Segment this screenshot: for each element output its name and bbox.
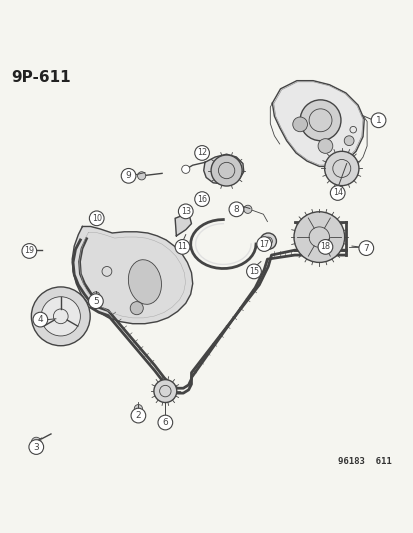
Circle shape — [24, 245, 34, 255]
Polygon shape — [272, 80, 363, 166]
Circle shape — [137, 172, 145, 180]
Circle shape — [29, 440, 43, 455]
Text: 96183  611: 96183 611 — [337, 457, 391, 466]
Text: 12: 12 — [197, 149, 206, 157]
Text: 3: 3 — [33, 442, 39, 451]
Circle shape — [299, 100, 340, 141]
Text: 2: 2 — [135, 411, 141, 420]
Circle shape — [121, 168, 135, 183]
Text: 14: 14 — [332, 189, 342, 198]
Circle shape — [246, 264, 261, 279]
Text: 16: 16 — [197, 195, 206, 204]
Circle shape — [31, 437, 41, 447]
Text: 19: 19 — [24, 246, 34, 255]
Circle shape — [181, 165, 190, 173]
Circle shape — [158, 415, 172, 430]
Circle shape — [31, 287, 90, 346]
Circle shape — [154, 379, 176, 402]
Circle shape — [88, 294, 103, 309]
Text: 9: 9 — [126, 171, 131, 180]
Circle shape — [343, 136, 353, 146]
Circle shape — [131, 408, 145, 423]
Circle shape — [198, 195, 205, 201]
Circle shape — [370, 113, 385, 127]
Text: 9P-611: 9P-611 — [11, 70, 70, 85]
Circle shape — [41, 297, 80, 336]
Circle shape — [194, 146, 209, 160]
Polygon shape — [203, 154, 243, 184]
Circle shape — [324, 151, 358, 185]
Circle shape — [228, 202, 243, 217]
Circle shape — [358, 241, 373, 255]
Circle shape — [330, 185, 344, 200]
Circle shape — [22, 244, 37, 259]
Circle shape — [175, 239, 190, 254]
Circle shape — [33, 312, 47, 327]
Text: 15: 15 — [248, 267, 259, 276]
Text: 10: 10 — [92, 214, 102, 223]
Text: 1: 1 — [375, 116, 380, 125]
Ellipse shape — [128, 260, 161, 304]
Text: 4: 4 — [38, 315, 43, 324]
Circle shape — [292, 117, 307, 132]
Circle shape — [317, 239, 332, 254]
Circle shape — [317, 139, 332, 154]
Circle shape — [259, 233, 276, 249]
Circle shape — [243, 205, 252, 213]
Text: 8: 8 — [233, 205, 239, 214]
Polygon shape — [175, 215, 191, 236]
Text: 17: 17 — [259, 239, 268, 248]
Circle shape — [130, 302, 143, 314]
Text: 6: 6 — [162, 418, 168, 427]
Circle shape — [89, 211, 104, 225]
Circle shape — [194, 192, 209, 206]
Text: 11: 11 — [177, 243, 187, 252]
Text: 7: 7 — [363, 244, 368, 253]
Text: 18: 18 — [320, 243, 330, 252]
Polygon shape — [72, 227, 192, 324]
Circle shape — [178, 204, 192, 219]
Circle shape — [92, 292, 100, 300]
Circle shape — [293, 212, 344, 262]
Circle shape — [134, 405, 142, 413]
Text: 5: 5 — [93, 297, 99, 306]
Circle shape — [211, 155, 242, 186]
Circle shape — [256, 237, 271, 252]
Text: 13: 13 — [180, 207, 190, 216]
